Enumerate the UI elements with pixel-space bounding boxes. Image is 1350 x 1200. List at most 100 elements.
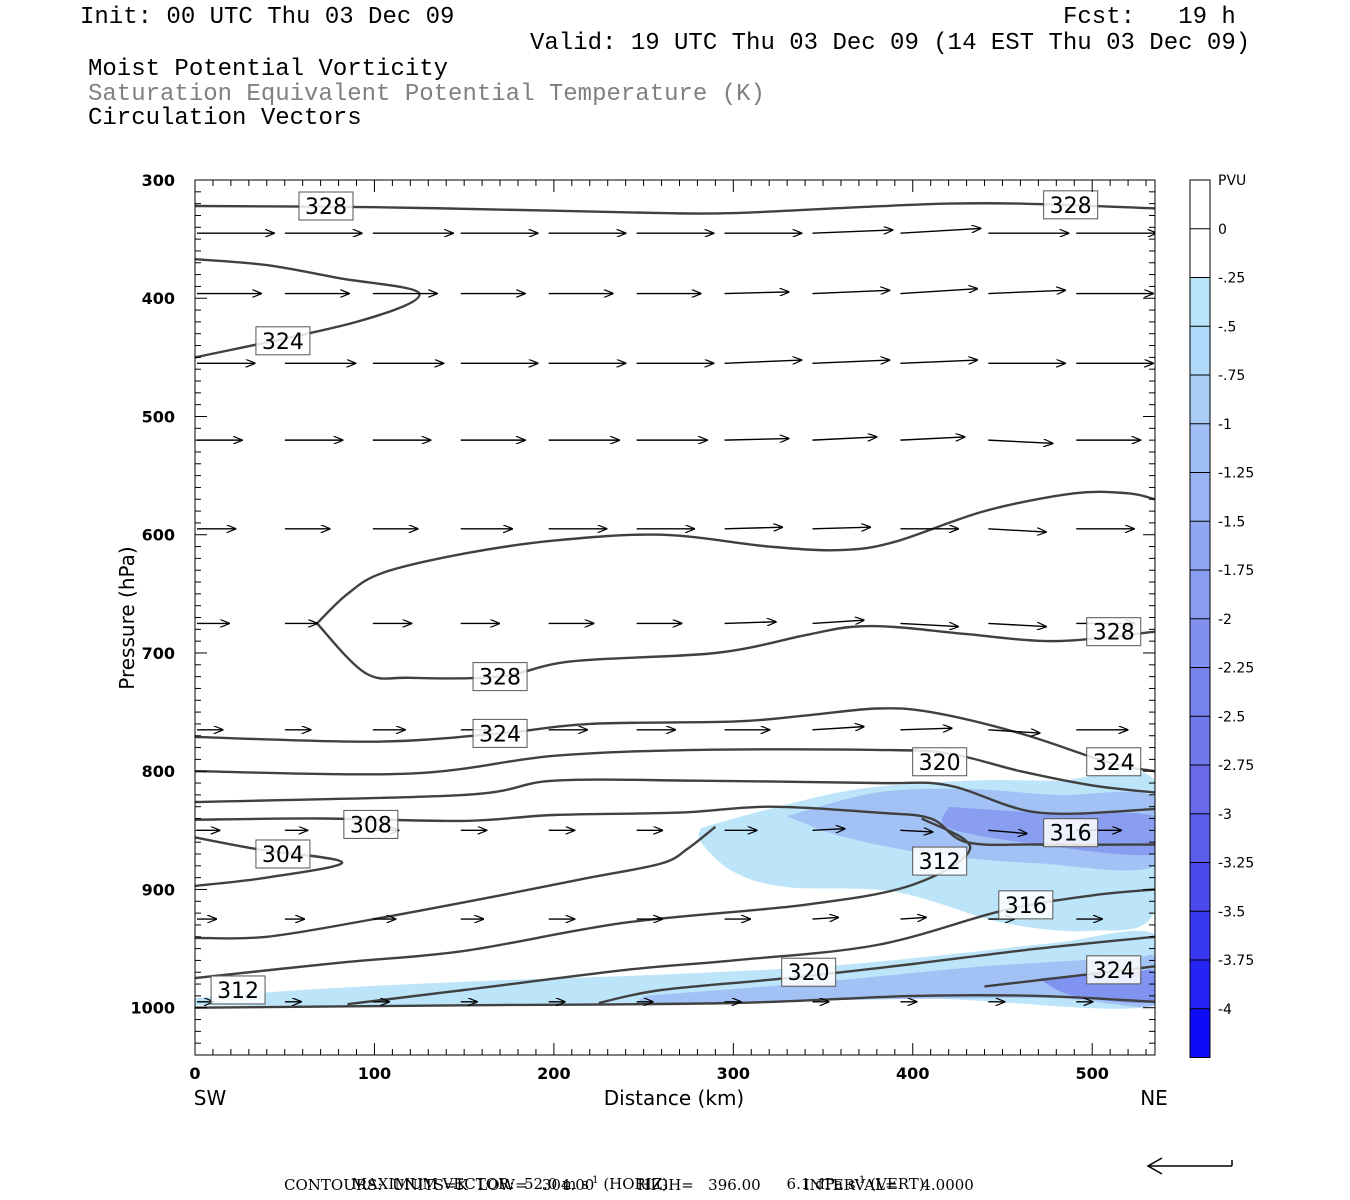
colorbar-swatch (1190, 180, 1210, 229)
theta-es-contour-8 (195, 836, 344, 888)
x-tick-label: 400 (896, 1064, 929, 1083)
colorbar-label: -2 (1218, 612, 1232, 628)
contour-label-box (1086, 617, 1142, 647)
contour-label: 328 (479, 666, 521, 691)
x-axis-title: Distance (km) (604, 1086, 744, 1110)
colorbar-swatch (1190, 277, 1210, 327)
circulation-vector (812, 360, 889, 363)
theta-es-contour-3 (316, 622, 1155, 680)
colorbar-unit: PVU (1218, 173, 1246, 189)
contour-label: 320 (788, 961, 830, 986)
contour-label: 308 (350, 813, 392, 838)
contour-label-box (998, 890, 1054, 920)
colorbar-swatch (1190, 960, 1210, 1009)
circulation-vector (812, 437, 876, 440)
contour-label-box (343, 809, 399, 839)
circulation-vector (900, 830, 932, 832)
forecast-hour: Fcst: 19 h (1063, 4, 1236, 31)
colorbar-swatch (1190, 911, 1210, 960)
circulation-vector (900, 228, 980, 234)
contour-label: 328 (305, 195, 347, 220)
valid-time: Valid: 19 UTC Thu 03 Dec 09 (14 EST Thu … (530, 30, 1251, 57)
contour-label: 328 (1093, 621, 1135, 646)
contour-label: 324 (1093, 959, 1135, 984)
contour-label: 324 (1093, 751, 1135, 776)
circulation-vector (724, 622, 776, 624)
circulation-vector (812, 727, 863, 730)
x-endpoint-left: SW (194, 1086, 227, 1110)
circulation-vector (812, 230, 892, 233)
contour-label-box (1086, 747, 1142, 777)
max-vert-exponent: -1 (855, 1175, 866, 1186)
colorbar-label: -1.25 (1218, 466, 1254, 482)
reference-vector-icon (1146, 1157, 1233, 1175)
circulation-vector-layer (197, 228, 1155, 1001)
max-horiz-exponent: -1 (588, 1175, 599, 1186)
contour-label: 324 (262, 330, 304, 355)
contour-label: 316 (1005, 894, 1047, 919)
colorbar-label: -4 (1218, 1002, 1232, 1018)
theta-es-contour-5 (195, 748, 1155, 794)
circulation-vector (988, 623, 1046, 626)
contour-label: 304 (262, 843, 304, 868)
y-tick-label: 900 (142, 880, 175, 899)
theta-es-contour-11 (347, 888, 1155, 1006)
colorbar-swatch (1190, 618, 1210, 668)
init-time: Init: 00 UTC Thu 03 Dec 09 (80, 4, 455, 31)
colorbar-label: -.5 (1218, 319, 1236, 335)
theta-es-contour-0 (195, 201, 1155, 215)
contour-label: 312 (217, 979, 259, 1004)
colorbar-label: -3.75 (1218, 953, 1254, 969)
footer-contours: CONTOURS: UNITS=K LOW= 304.00 HIGH= 396.… (284, 1176, 974, 1194)
max-vert-value: 6.1 dPa s (786, 1175, 856, 1193)
circulation-vector (900, 360, 977, 363)
circulation-vector (812, 829, 844, 831)
theta-es-contour-12 (598, 935, 1155, 1005)
colorbar-label: -1 (1218, 417, 1232, 433)
circulation-vector (900, 289, 977, 295)
colorbar-label: -2.5 (1218, 709, 1245, 725)
colorbar-swatch (1190, 375, 1210, 424)
colorbar-label: -2.75 (1218, 758, 1254, 774)
circulation-vector (724, 292, 789, 294)
x-tick-label: 500 (1075, 1064, 1108, 1083)
circulation-vector (812, 917, 838, 919)
circulation-vector (812, 527, 870, 529)
colorbar-swatch (1190, 570, 1210, 619)
contour-label-box (1043, 818, 1099, 848)
circulation-vector (900, 437, 964, 440)
y-tick-label: 400 (142, 289, 175, 308)
contour-label-box (298, 191, 354, 221)
contour-label-box (472, 718, 528, 748)
contour-label-box (255, 326, 311, 356)
theta-es-contour-9 (195, 825, 717, 940)
max-horiz-value: 52.0 m s (523, 1175, 589, 1193)
circulation-vector (724, 360, 802, 363)
contour-label: 320 (919, 751, 961, 776)
pv-shading-layer (195, 771, 1155, 1009)
colorbar-swatch (1190, 423, 1210, 473)
colorbar-label: -3.5 (1218, 904, 1245, 920)
colorbar-swatch (1190, 326, 1210, 375)
colorbar-swatch (1190, 521, 1210, 570)
max-vector-label: MAXIMUM VECTOR: (351, 1175, 515, 1193)
vert-tag: (VERT) (870, 1175, 925, 1193)
y-tick-label: 800 (142, 762, 175, 781)
theta-es-contour-6 (195, 778, 1155, 815)
x-tick-label: 200 (537, 1064, 570, 1083)
contour-label-box (472, 662, 528, 692)
contour-label: 324 (479, 722, 521, 747)
colorbar-label: -3 (1218, 807, 1232, 823)
contour-label-box (255, 839, 311, 869)
circulation-vector (988, 730, 1039, 733)
colorbar-swatch (1190, 765, 1210, 814)
colorbar-swatch (1190, 862, 1210, 912)
field-title-mpv: Moist Potential Vorticity (88, 56, 449, 83)
colorbar-swatch (1190, 813, 1210, 863)
x-tick-label: 0 (189, 1064, 200, 1083)
horiz-tag: (HORIZ) (603, 1175, 669, 1193)
x-endpoint-right: NE (1140, 1086, 1168, 1110)
pv-colorbar: 0 -.25 -.5 -.75 -1 -1.25 -1.5 -1.75 -2 -2.25 -2.5 -… (1189, 179, 1254, 1058)
circulation-vector (812, 290, 889, 293)
